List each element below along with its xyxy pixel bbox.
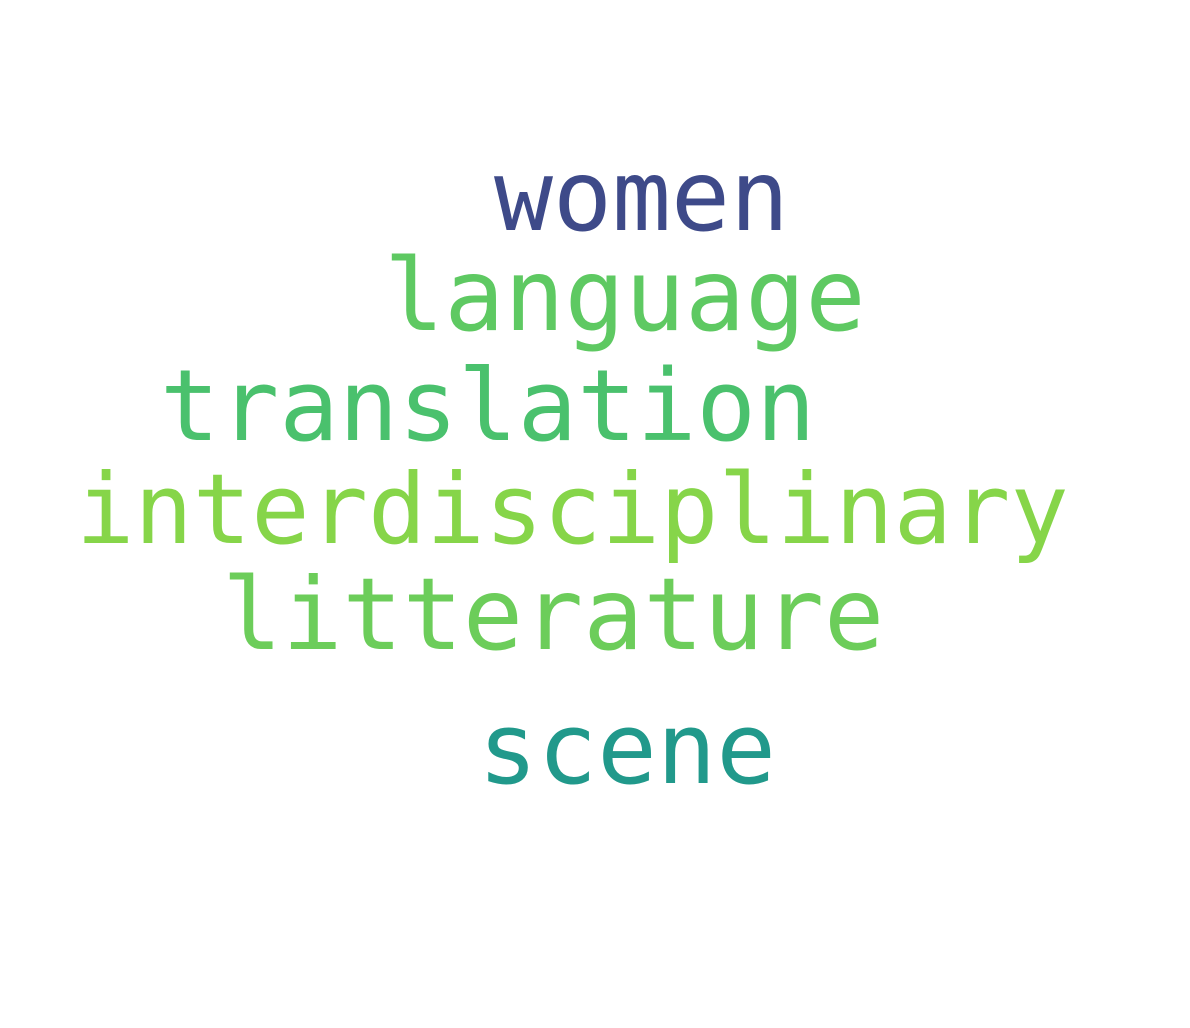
word-language: language xyxy=(384,237,866,354)
word-translation: translation xyxy=(160,349,816,464)
word-women: women xyxy=(494,140,790,254)
word-litterature: litterature xyxy=(222,556,885,673)
word-scene: scene xyxy=(478,692,777,807)
word-interdisciplinary: interdisciplinary xyxy=(76,453,1069,566)
